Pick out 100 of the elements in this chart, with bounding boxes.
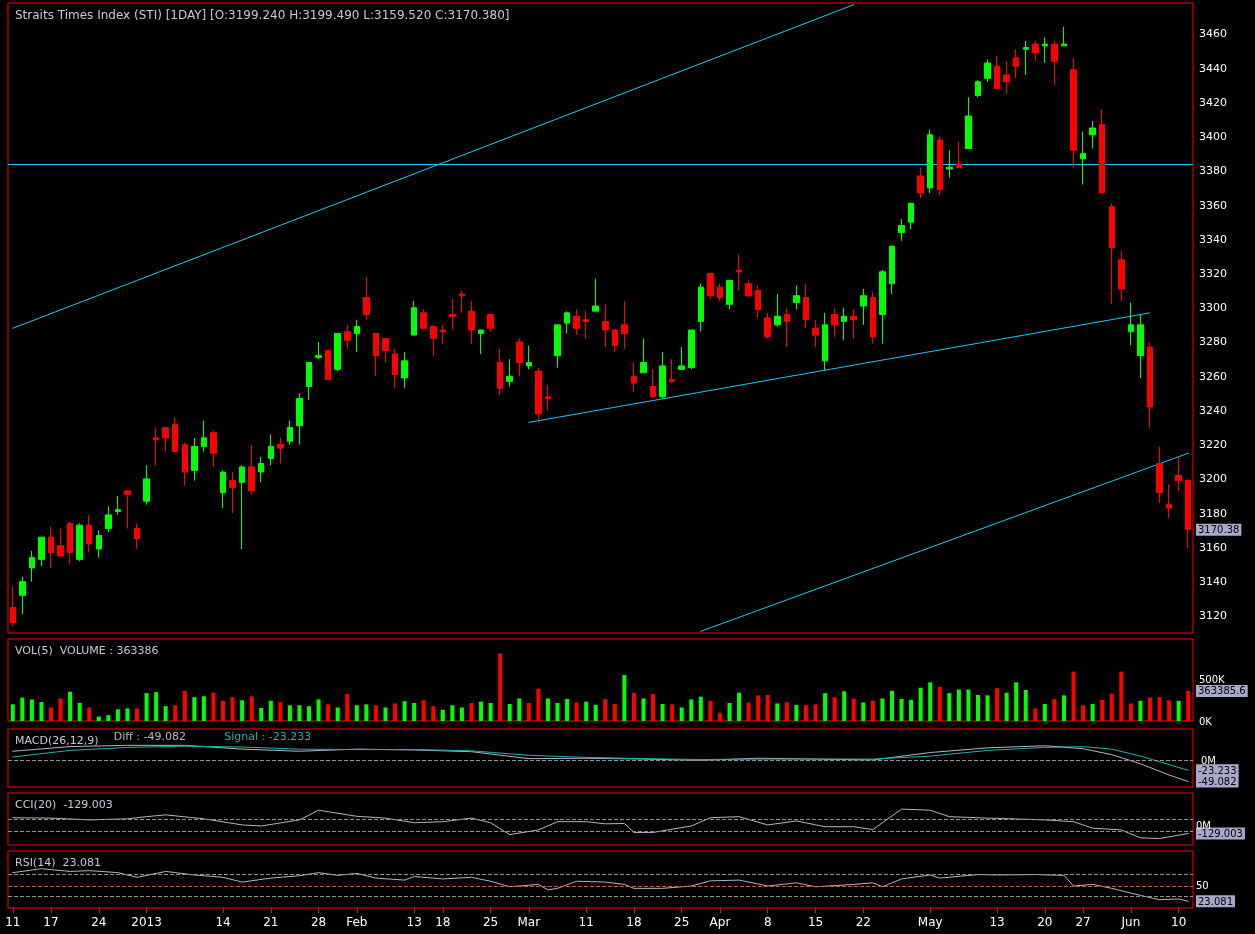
bar xyxy=(125,708,130,721)
candlestick xyxy=(1070,57,1077,168)
y-tick-label: 3380 xyxy=(1199,164,1227,178)
candlestick xyxy=(258,456,264,483)
candlestick xyxy=(937,136,943,196)
bar xyxy=(68,691,73,721)
bar xyxy=(240,700,245,721)
y-tick-label: 3240 xyxy=(1199,403,1227,417)
bar xyxy=(192,697,197,721)
candlestick xyxy=(57,528,64,557)
candlestick xyxy=(392,348,398,389)
bar xyxy=(354,705,359,721)
candlestick xyxy=(908,202,914,230)
candlestick xyxy=(889,245,895,295)
bar xyxy=(737,692,742,721)
bar xyxy=(163,706,168,721)
bar xyxy=(1023,689,1028,721)
ref-line-label: 0M xyxy=(1201,754,1216,766)
candlestick xyxy=(363,276,370,321)
candlestick xyxy=(373,332,379,377)
candlestick xyxy=(191,437,198,482)
candlestick xyxy=(831,307,838,338)
bar xyxy=(947,693,952,721)
x-tick-label: 10 xyxy=(1171,915,1187,929)
candlestick xyxy=(325,350,331,381)
bar xyxy=(956,689,961,721)
candlestick xyxy=(1185,479,1191,549)
candlestick xyxy=(946,149,953,179)
candlestick xyxy=(984,58,991,83)
x-tick-label: 18 xyxy=(626,915,642,929)
candlestick xyxy=(401,351,408,389)
chart-title: RSI(14) 23.081 xyxy=(15,856,101,869)
x-tick-label: Apr xyxy=(709,915,731,929)
candlestick xyxy=(1042,36,1048,64)
candlestick xyxy=(344,324,351,350)
candlestick xyxy=(430,324,437,357)
x-tick-label: 13 xyxy=(406,915,422,929)
x-tick-label: May xyxy=(917,915,943,929)
bar xyxy=(1061,695,1066,721)
bar xyxy=(335,707,340,721)
bar xyxy=(909,699,914,721)
y-tick-label: 500K xyxy=(1199,674,1226,686)
x-tick-label: 11 xyxy=(578,915,594,929)
y-tick-label: 3440 xyxy=(1199,61,1227,75)
candlestick xyxy=(382,338,389,364)
text: 0M xyxy=(1196,819,1211,831)
bar xyxy=(1090,703,1095,721)
x-tick-label: 25 xyxy=(482,915,499,929)
text: -23.233 xyxy=(1198,764,1237,776)
candlestick xyxy=(841,307,847,341)
series-label: Signal : -23.233 xyxy=(224,730,312,743)
bar xyxy=(1014,682,1019,721)
bar xyxy=(364,704,369,721)
bar xyxy=(20,697,25,721)
bar xyxy=(985,695,990,721)
candlestick xyxy=(764,312,771,340)
candlestick xyxy=(76,522,83,562)
candlestick xyxy=(612,329,618,353)
bar xyxy=(316,699,321,721)
candlestick xyxy=(994,55,1000,90)
candlestick xyxy=(602,303,609,348)
candlestick xyxy=(229,471,236,514)
candlestick xyxy=(1013,48,1019,79)
candlestick xyxy=(736,254,742,292)
y-tick-label: 3400 xyxy=(1199,130,1227,144)
x-tick-label: 22 xyxy=(855,915,871,929)
bar xyxy=(479,701,484,721)
x-tick-label: 28 xyxy=(310,915,327,929)
candlestick xyxy=(172,416,178,453)
y-tick-label: 3260 xyxy=(1199,369,1227,383)
y-tick-label: 3120 xyxy=(1199,609,1227,623)
candlestick xyxy=(1003,60,1010,95)
candlestick xyxy=(1061,26,1067,47)
candlestick xyxy=(592,278,599,312)
x-tick-label: 13 xyxy=(989,915,1005,929)
candlestick xyxy=(1128,302,1134,346)
y-tick-label: 3220 xyxy=(1199,438,1227,452)
candlestick xyxy=(1109,202,1115,305)
bar xyxy=(889,690,894,721)
bar xyxy=(115,709,120,721)
bar xyxy=(775,703,780,721)
candlestick xyxy=(29,550,35,583)
candlestick xyxy=(478,329,484,355)
bar xyxy=(77,703,82,721)
candlestick xyxy=(277,437,284,465)
candlestick xyxy=(812,319,819,348)
bar xyxy=(823,693,828,721)
bar xyxy=(507,703,512,721)
candlestick xyxy=(459,290,465,314)
candlestick xyxy=(688,329,695,370)
text: -49.082 xyxy=(1198,776,1237,788)
candlestick xyxy=(248,444,255,495)
bar xyxy=(593,704,598,721)
candlestick xyxy=(573,308,580,336)
bar xyxy=(861,702,866,721)
bar xyxy=(1004,692,1009,721)
x-tick-label: Mar xyxy=(517,915,541,929)
candlestick xyxy=(975,79,981,98)
bar xyxy=(880,698,885,721)
candlestick xyxy=(296,392,303,446)
